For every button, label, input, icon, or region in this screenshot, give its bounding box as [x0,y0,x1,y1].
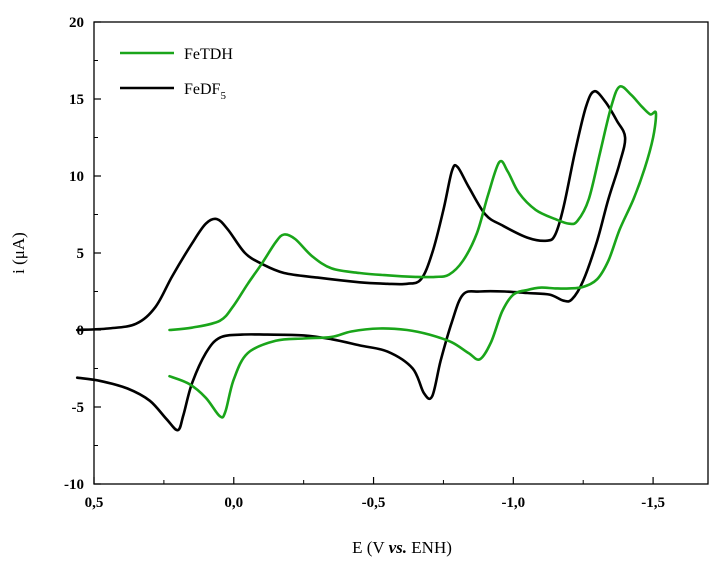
legend-label-fedf5-base: FeDF [184,81,221,98]
x-axis-title: E (V vs. ENH) [352,538,452,557]
x-axis-title-pre: E (V [352,538,389,557]
x-tick-label: -1,0 [501,495,525,511]
axis-ticks [93,21,654,485]
x-axis-title-italic: vs. [389,538,407,557]
legend-label-fedf5-subscript: 5 [220,90,226,102]
y-tick-label: 5 [77,246,85,262]
y-tick-label: 20 [69,15,84,31]
y-axis-title: i (μA) [9,232,28,274]
series-line-fetdh [168,85,658,419]
y-tick-label: 15 [69,92,84,108]
x-axis-title-post: ENH) [407,538,452,557]
y-tick-label: -10 [64,477,84,493]
series-layer [75,85,658,432]
y-tick-label: 10 [69,169,84,185]
series-line-fedf5 [75,89,627,432]
legend-label-fetdh: FeTDH [184,46,233,63]
legend-label-fedf5: FeDF5 [184,81,226,102]
x-tick-label: -0,5 [362,495,386,511]
x-tick-label: 0,0 [224,495,243,511]
y-tick-label: -5 [72,400,85,416]
legend: FeTDH FeDF5 [120,46,233,102]
x-tick-label: 0,5 [85,495,104,511]
x-tick-label: -1,5 [641,495,665,511]
